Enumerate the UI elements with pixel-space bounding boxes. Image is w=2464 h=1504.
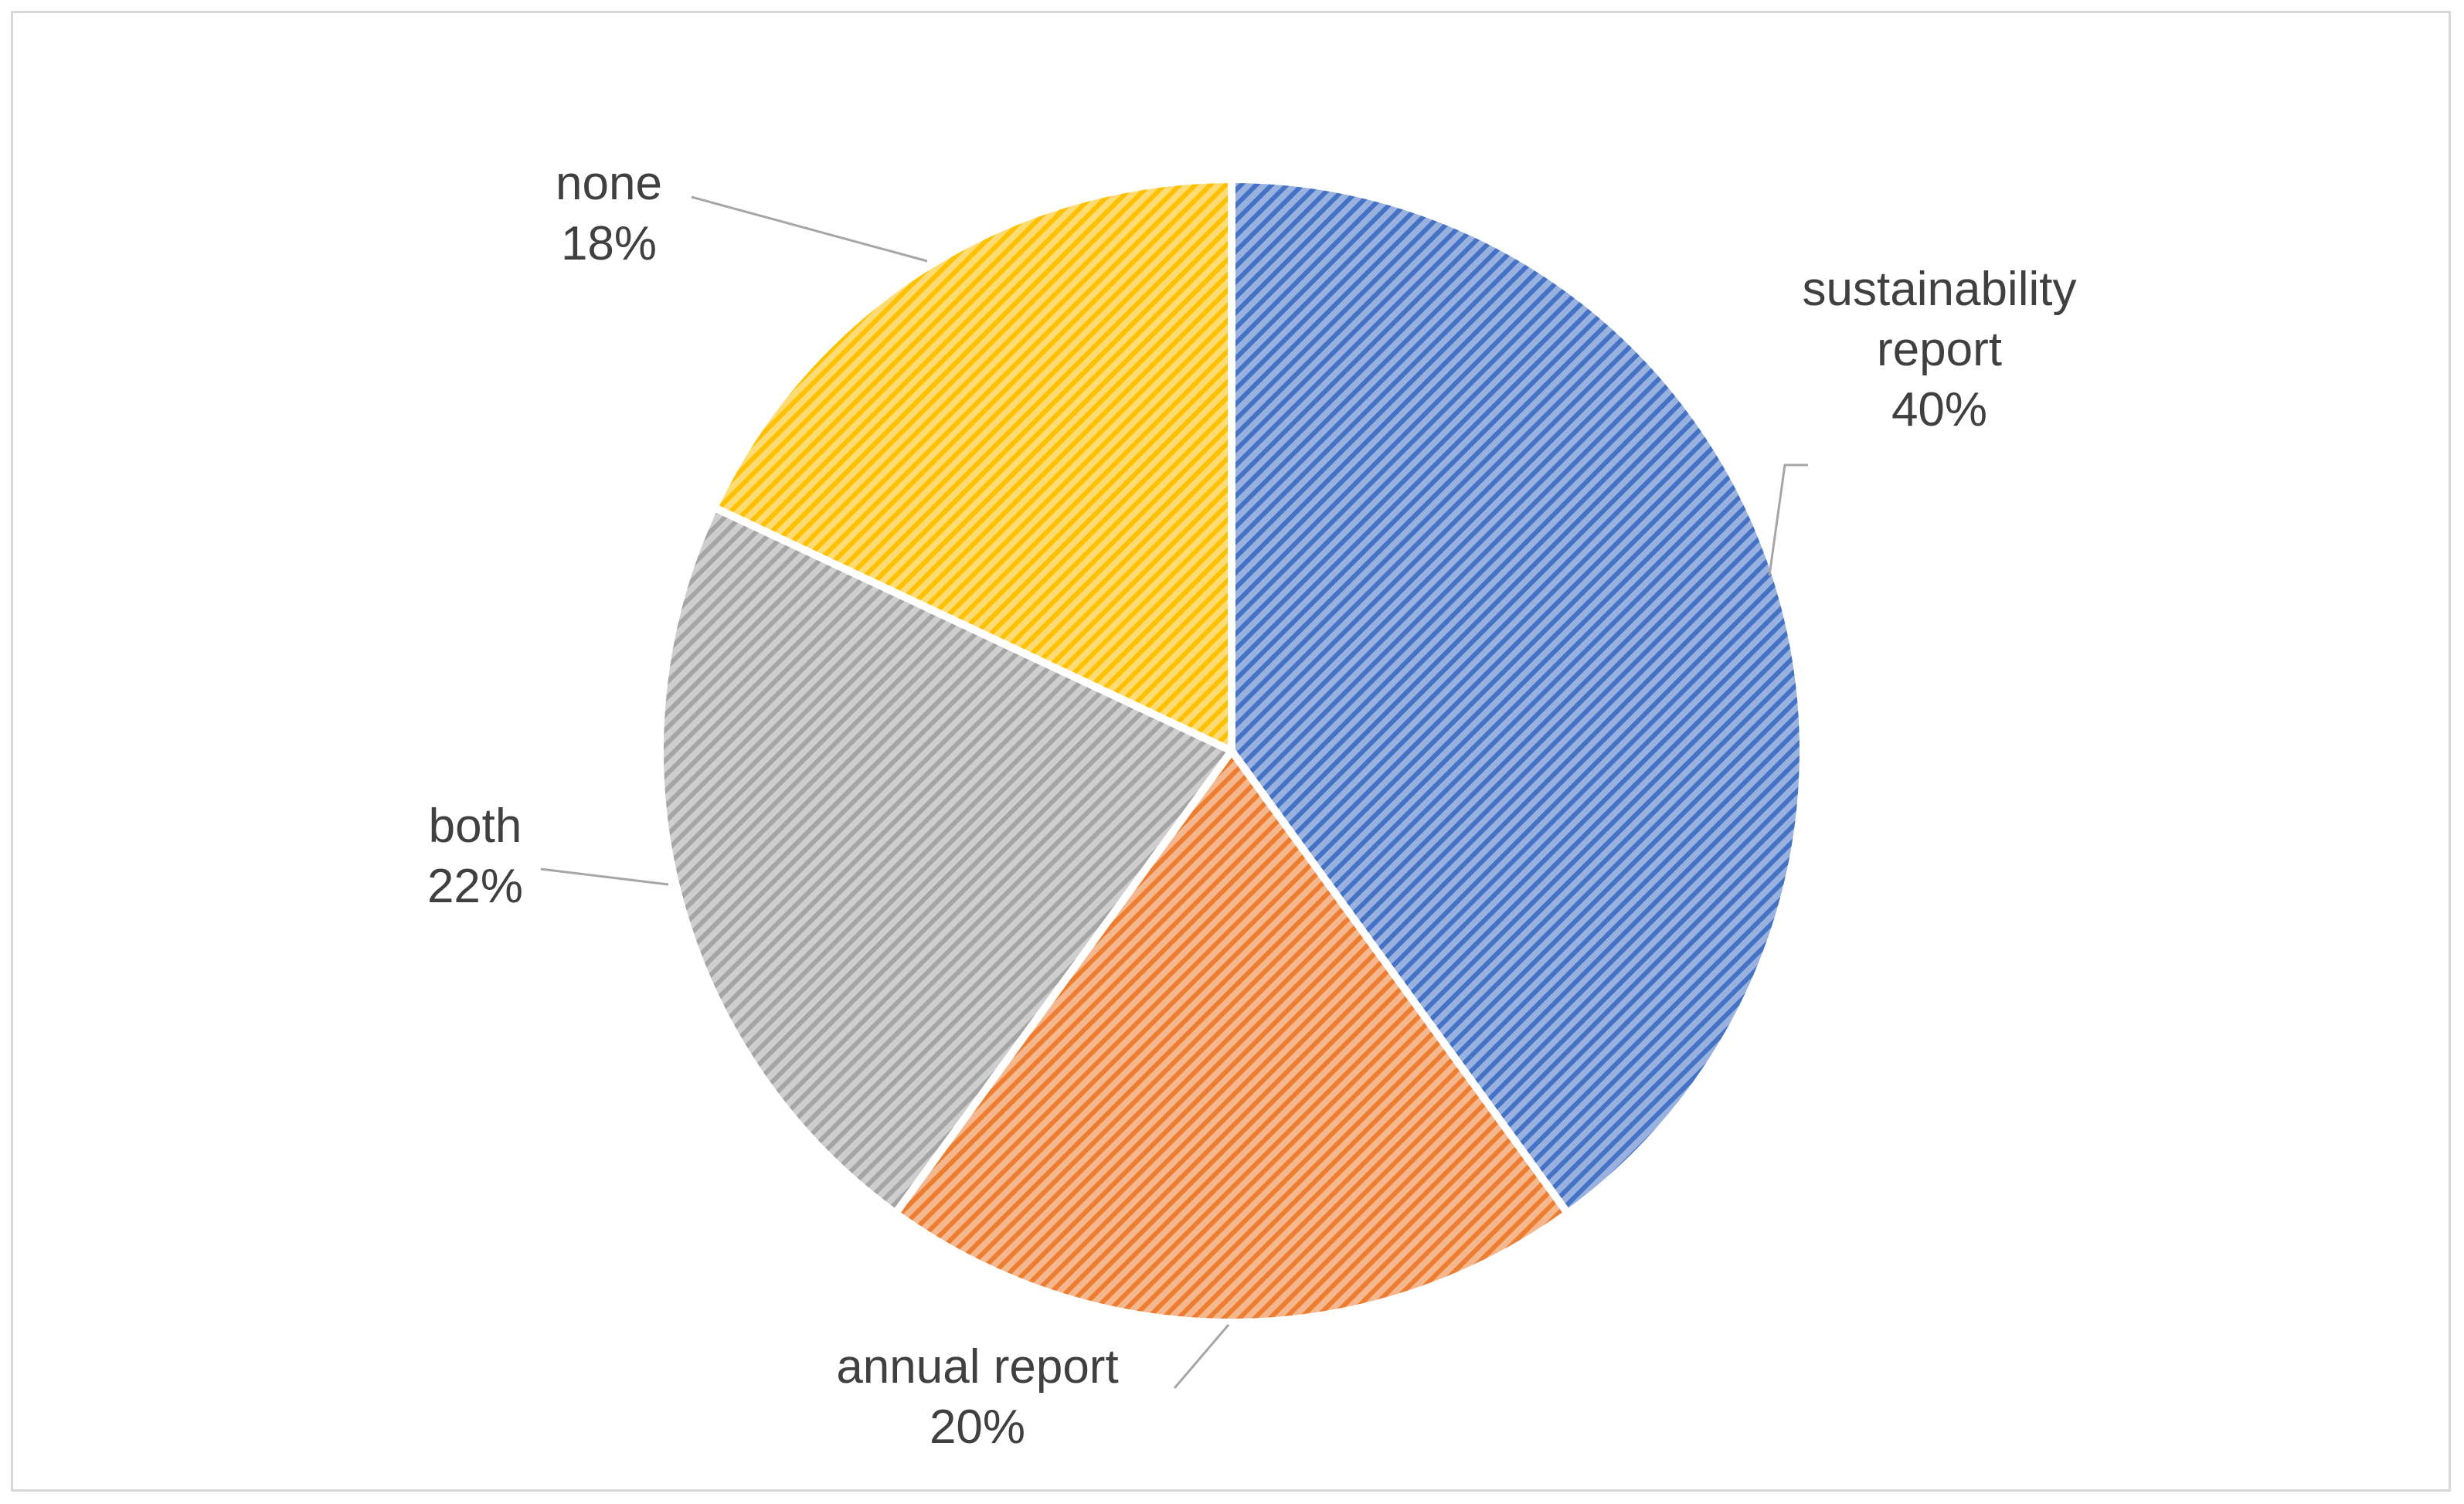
leader-line-none	[691, 195, 928, 263]
slice-category-label: sustainability	[1803, 263, 2077, 316]
pie-slice-annual-report	[892, 747, 1572, 1326]
pie-slice-none	[710, 175, 1235, 755]
slice-value-label: 18%	[561, 217, 657, 270]
leader-line-sustainability-report	[1768, 463, 1808, 576]
slice-category-label: none	[556, 157, 662, 210]
slice-category-label: both	[429, 800, 522, 853]
pie-slice-sustainability-report	[1228, 175, 1807, 1217]
slice-value-label: 40%	[1891, 383, 1987, 436]
pie-slices	[656, 175, 1807, 1326]
leader-lines	[540, 195, 1808, 1389]
leader-line-annual-report	[1173, 1324, 1230, 1389]
slice-category-label: annual report	[836, 1340, 1118, 1394]
leader-line-both	[540, 867, 669, 886]
slice-category-label: report	[1877, 323, 2002, 376]
slice-labels: sustainability report 40% annual report 20% b…	[427, 157, 2077, 1454]
slice-value-label: 20%	[930, 1400, 1025, 1454]
slice-value-label: 22%	[427, 860, 523, 913]
